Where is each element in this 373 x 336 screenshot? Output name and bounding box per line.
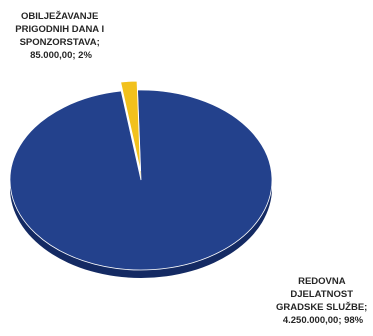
pie-slice-0 [9,89,273,271]
slice-label-line: 4.250.000,00; 98% [283,315,364,326]
slice-label-line: 85.000,00; 2% [30,50,92,61]
slice-label-line: SPONZORSTAVA; [20,37,100,48]
slice-label-line: REDOVNA [298,276,346,287]
slice-label-line: DJELATNOST [290,289,353,300]
slice-label-line: OBILJEŽAVANJE [21,10,98,22]
pie-top [9,80,273,271]
slice-label-line: PRIGODNIH DANA I [15,24,104,35]
pie-slice-1 [120,80,141,172]
slice-label-line: GRADSKE SLUŽBE; [276,301,367,313]
slice-label-obiljezavanje: OBILJEŽAVANJE PRIGODNIH DANA I SPONZORST… [15,10,107,61]
slice-label-redovna-djelatnost: REDOVNA DJELATNOST GRADSKE SLUŽBE; 4.250… [276,276,370,326]
